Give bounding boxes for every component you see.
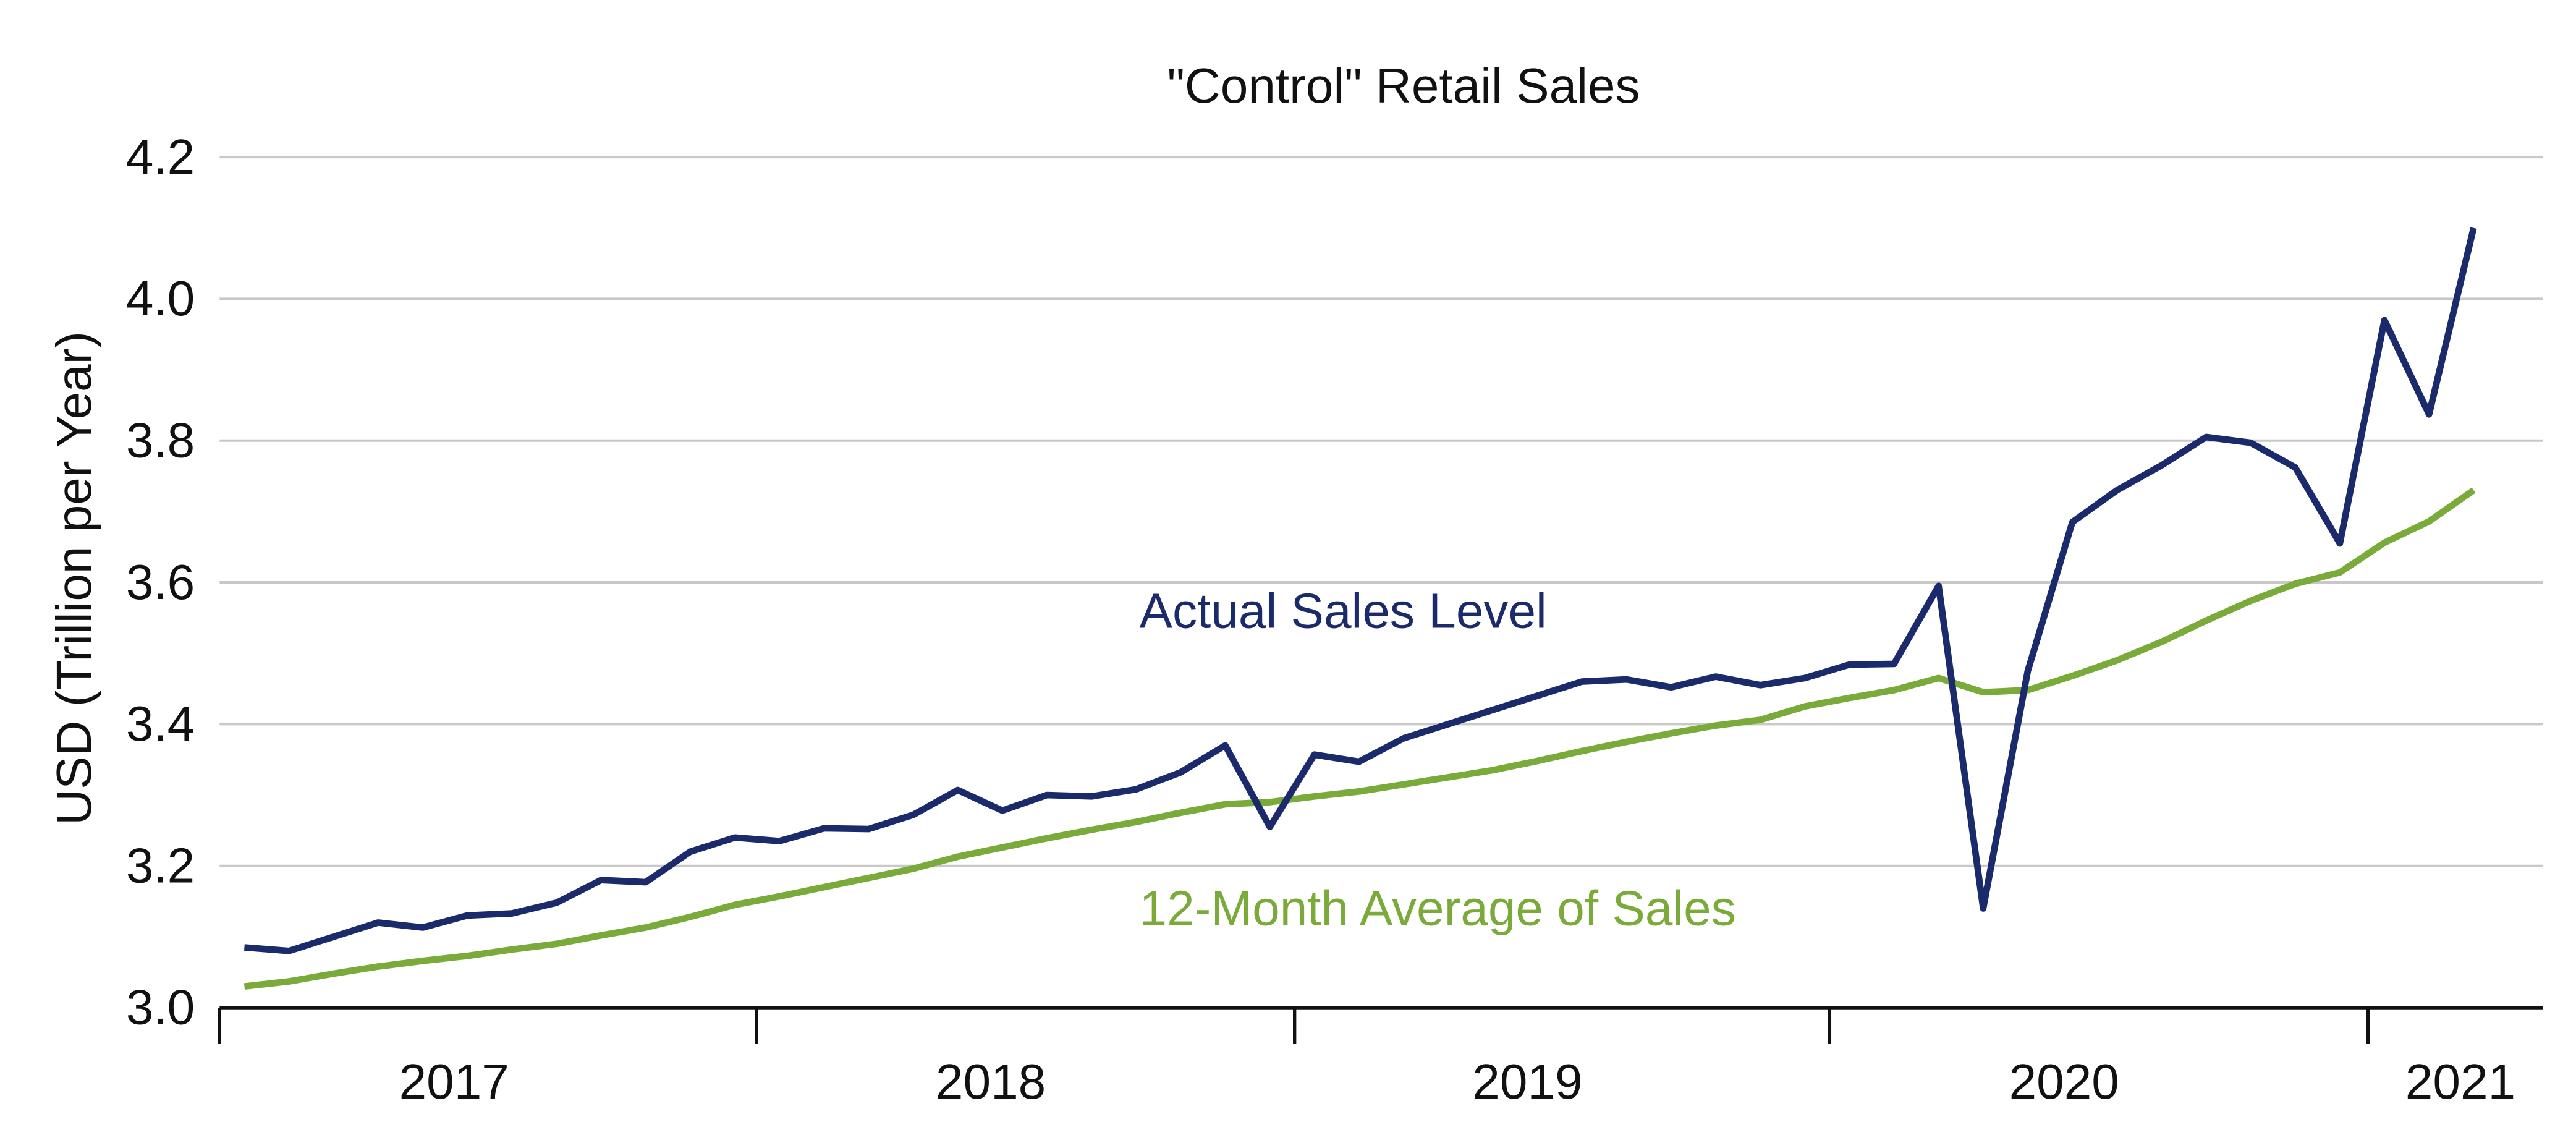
y-tick-label: 3.4: [126, 695, 195, 751]
x-tick-label: 2020: [2009, 1053, 2119, 1109]
x-tick-label: 2021: [2405, 1053, 2515, 1109]
y-tick-label: 3.8: [126, 412, 195, 467]
y-tick-label: 3.0: [126, 979, 195, 1035]
y-tick-label: 4.0: [126, 270, 195, 326]
series-label-actual: Actual Sales Level: [1140, 583, 1547, 639]
x-axis: 2017 2018 2019 2020 2021: [218, 1006, 2543, 1109]
y-tick-label: 4.2: [126, 129, 195, 184]
average-sales-line: [244, 487, 2476, 990]
actual-sales-line: [244, 227, 2477, 954]
x-tick-label: 2017: [399, 1053, 509, 1109]
y-tick-labels: 3.0 3.2 3.4 3.6 3.8 4.0 4.2: [126, 129, 195, 1035]
y-axis-label: USD (Trillion per Year): [46, 331, 101, 825]
chart-title: "Control" Retail Sales: [1167, 57, 1640, 113]
series-label-average: 12-Month Average of Sales: [1140, 880, 1736, 935]
y-tick-label: 3.2: [126, 837, 195, 893]
x-tick-label: 2018: [936, 1053, 1046, 1109]
x-tick-label: 2019: [1472, 1053, 1582, 1109]
y-tick-label: 3.6: [126, 554, 195, 610]
gridlines: [219, 156, 2543, 867]
series-lines: [244, 227, 2477, 990]
